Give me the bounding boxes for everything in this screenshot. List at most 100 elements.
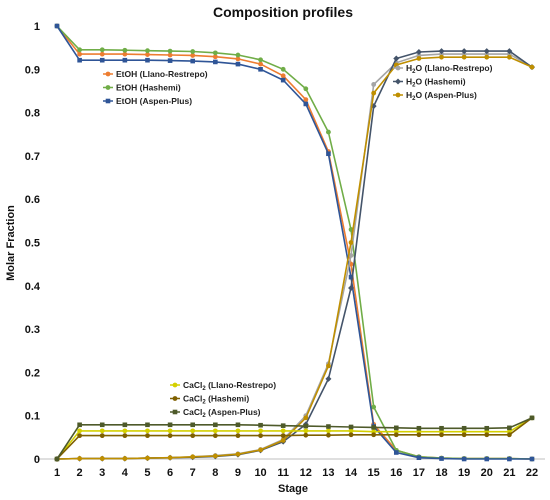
x-tick-label: 22 — [526, 467, 538, 479]
data-point — [439, 432, 444, 438]
series-2 — [54, 23, 535, 462]
y-ticks: 0 0.1 0.2 0.3 0.4 0.5 0.6 0.7 0.8 0.9 1 — [25, 21, 41, 466]
series-line — [56, 417, 533, 460]
data-point — [122, 51, 128, 57]
data-point — [77, 433, 83, 439]
legend-swatch-marker — [105, 71, 111, 77]
x-tick-label: 9 — [235, 467, 241, 479]
legend-entry-label: CaCl2 (Aspen-Plus) — [183, 407, 261, 419]
data-point — [280, 66, 286, 72]
data-point — [99, 422, 105, 428]
data-point — [190, 49, 196, 54]
x-tick-label: 4 — [122, 467, 129, 479]
legend-entry-label: H2O (Hashemi) — [406, 77, 466, 89]
x-tick-label: 16 — [390, 467, 402, 479]
series-3 — [54, 51, 535, 462]
data-point — [280, 428, 286, 434]
data-point — [280, 73, 286, 79]
x-tick-label: 14 — [345, 467, 358, 479]
data-point — [190, 58, 196, 64]
data-point — [371, 82, 377, 87]
data-point — [348, 240, 354, 245]
data-point — [506, 432, 512, 438]
data-point — [326, 363, 331, 369]
data-point — [416, 455, 422, 461]
data-point — [190, 454, 196, 460]
data-point — [280, 437, 286, 443]
data-point — [190, 422, 196, 428]
y-tick-label: 0.6 — [25, 194, 40, 206]
data-point — [461, 425, 467, 431]
data-point — [348, 428, 354, 434]
data-point — [438, 48, 445, 55]
data-point — [235, 428, 241, 434]
x-axis-label: Stage — [278, 483, 308, 495]
y-tick-label: 0.9 — [25, 64, 40, 76]
legend-entry-label: CaCl2 (Hashemi) — [183, 394, 249, 406]
data-point — [461, 54, 467, 60]
data-point — [348, 253, 354, 258]
data-point — [484, 432, 490, 438]
data-point — [348, 274, 354, 280]
x-tick-label: 8 — [212, 467, 218, 479]
data-point — [303, 415, 309, 421]
legend-entry-label: CaCl2 (Llano-Restrepo) — [183, 380, 276, 392]
data-point — [122, 57, 128, 63]
x-tick-label: 10 — [254, 467, 266, 479]
legend-swatch-marker — [395, 78, 401, 85]
data-point — [167, 58, 173, 63]
series-7 — [54, 415, 535, 462]
data-point — [212, 453, 218, 459]
data-point — [235, 61, 241, 67]
data-point — [393, 450, 399, 455]
y-tick-label: 0.7 — [25, 151, 40, 163]
legend-etoh: EtOH (Llano-Restrepo) EtOH (Hashemi) EtOH … — [103, 69, 208, 106]
legend-cacl2: CaCl2 (Llano-Restrepo) CaCl2 (Hashemi)CaC… — [170, 380, 276, 419]
data-point — [145, 48, 150, 54]
data-point — [371, 90, 377, 96]
data-point — [54, 23, 60, 29]
series-line — [56, 25, 532, 460]
data-point — [54, 456, 60, 462]
series-line — [56, 417, 533, 460]
y-tick-label: 0.5 — [25, 238, 40, 250]
x-tick-label: 3 — [99, 467, 105, 479]
series-line — [56, 53, 533, 460]
data-point — [371, 425, 376, 430]
legend-swatch-marker — [395, 92, 401, 98]
data-point — [145, 52, 150, 57]
y-tick-label: 0.1 — [25, 411, 40, 423]
data-point — [326, 432, 331, 438]
x-tick-label: 15 — [368, 467, 380, 479]
data-point — [303, 97, 309, 103]
data-point — [371, 432, 377, 438]
data-point — [99, 433, 105, 439]
data-point — [303, 423, 309, 429]
y-tick-label: 0.8 — [25, 108, 40, 120]
data-point — [77, 47, 83, 53]
y-tick-label: 0 — [34, 454, 40, 466]
data-point — [439, 425, 444, 431]
x-tick-label: 19 — [458, 467, 470, 479]
data-point — [258, 428, 263, 434]
data-point — [167, 422, 173, 428]
data-point — [122, 422, 128, 428]
legend-entry-label: EtOH (Aspen-Plus) — [116, 96, 192, 106]
data-point — [99, 428, 105, 434]
legend-swatch-marker — [105, 98, 111, 104]
x-tick-label: 17 — [413, 467, 425, 479]
data-point — [506, 48, 513, 55]
data-point — [77, 422, 82, 428]
data-point — [235, 56, 241, 62]
data-point — [167, 52, 173, 58]
x-tick-label: 18 — [435, 467, 447, 479]
x-tick-label: 21 — [503, 467, 515, 479]
legend-swatch-marker — [105, 85, 111, 90]
data-point — [529, 415, 535, 421]
data-point — [167, 433, 173, 439]
chart-title: Composition profiles — [213, 4, 353, 20]
data-point — [258, 422, 263, 428]
series-line — [56, 56, 533, 460]
legend-entry-label: H2O (Llano-Restrepo) — [406, 63, 493, 75]
